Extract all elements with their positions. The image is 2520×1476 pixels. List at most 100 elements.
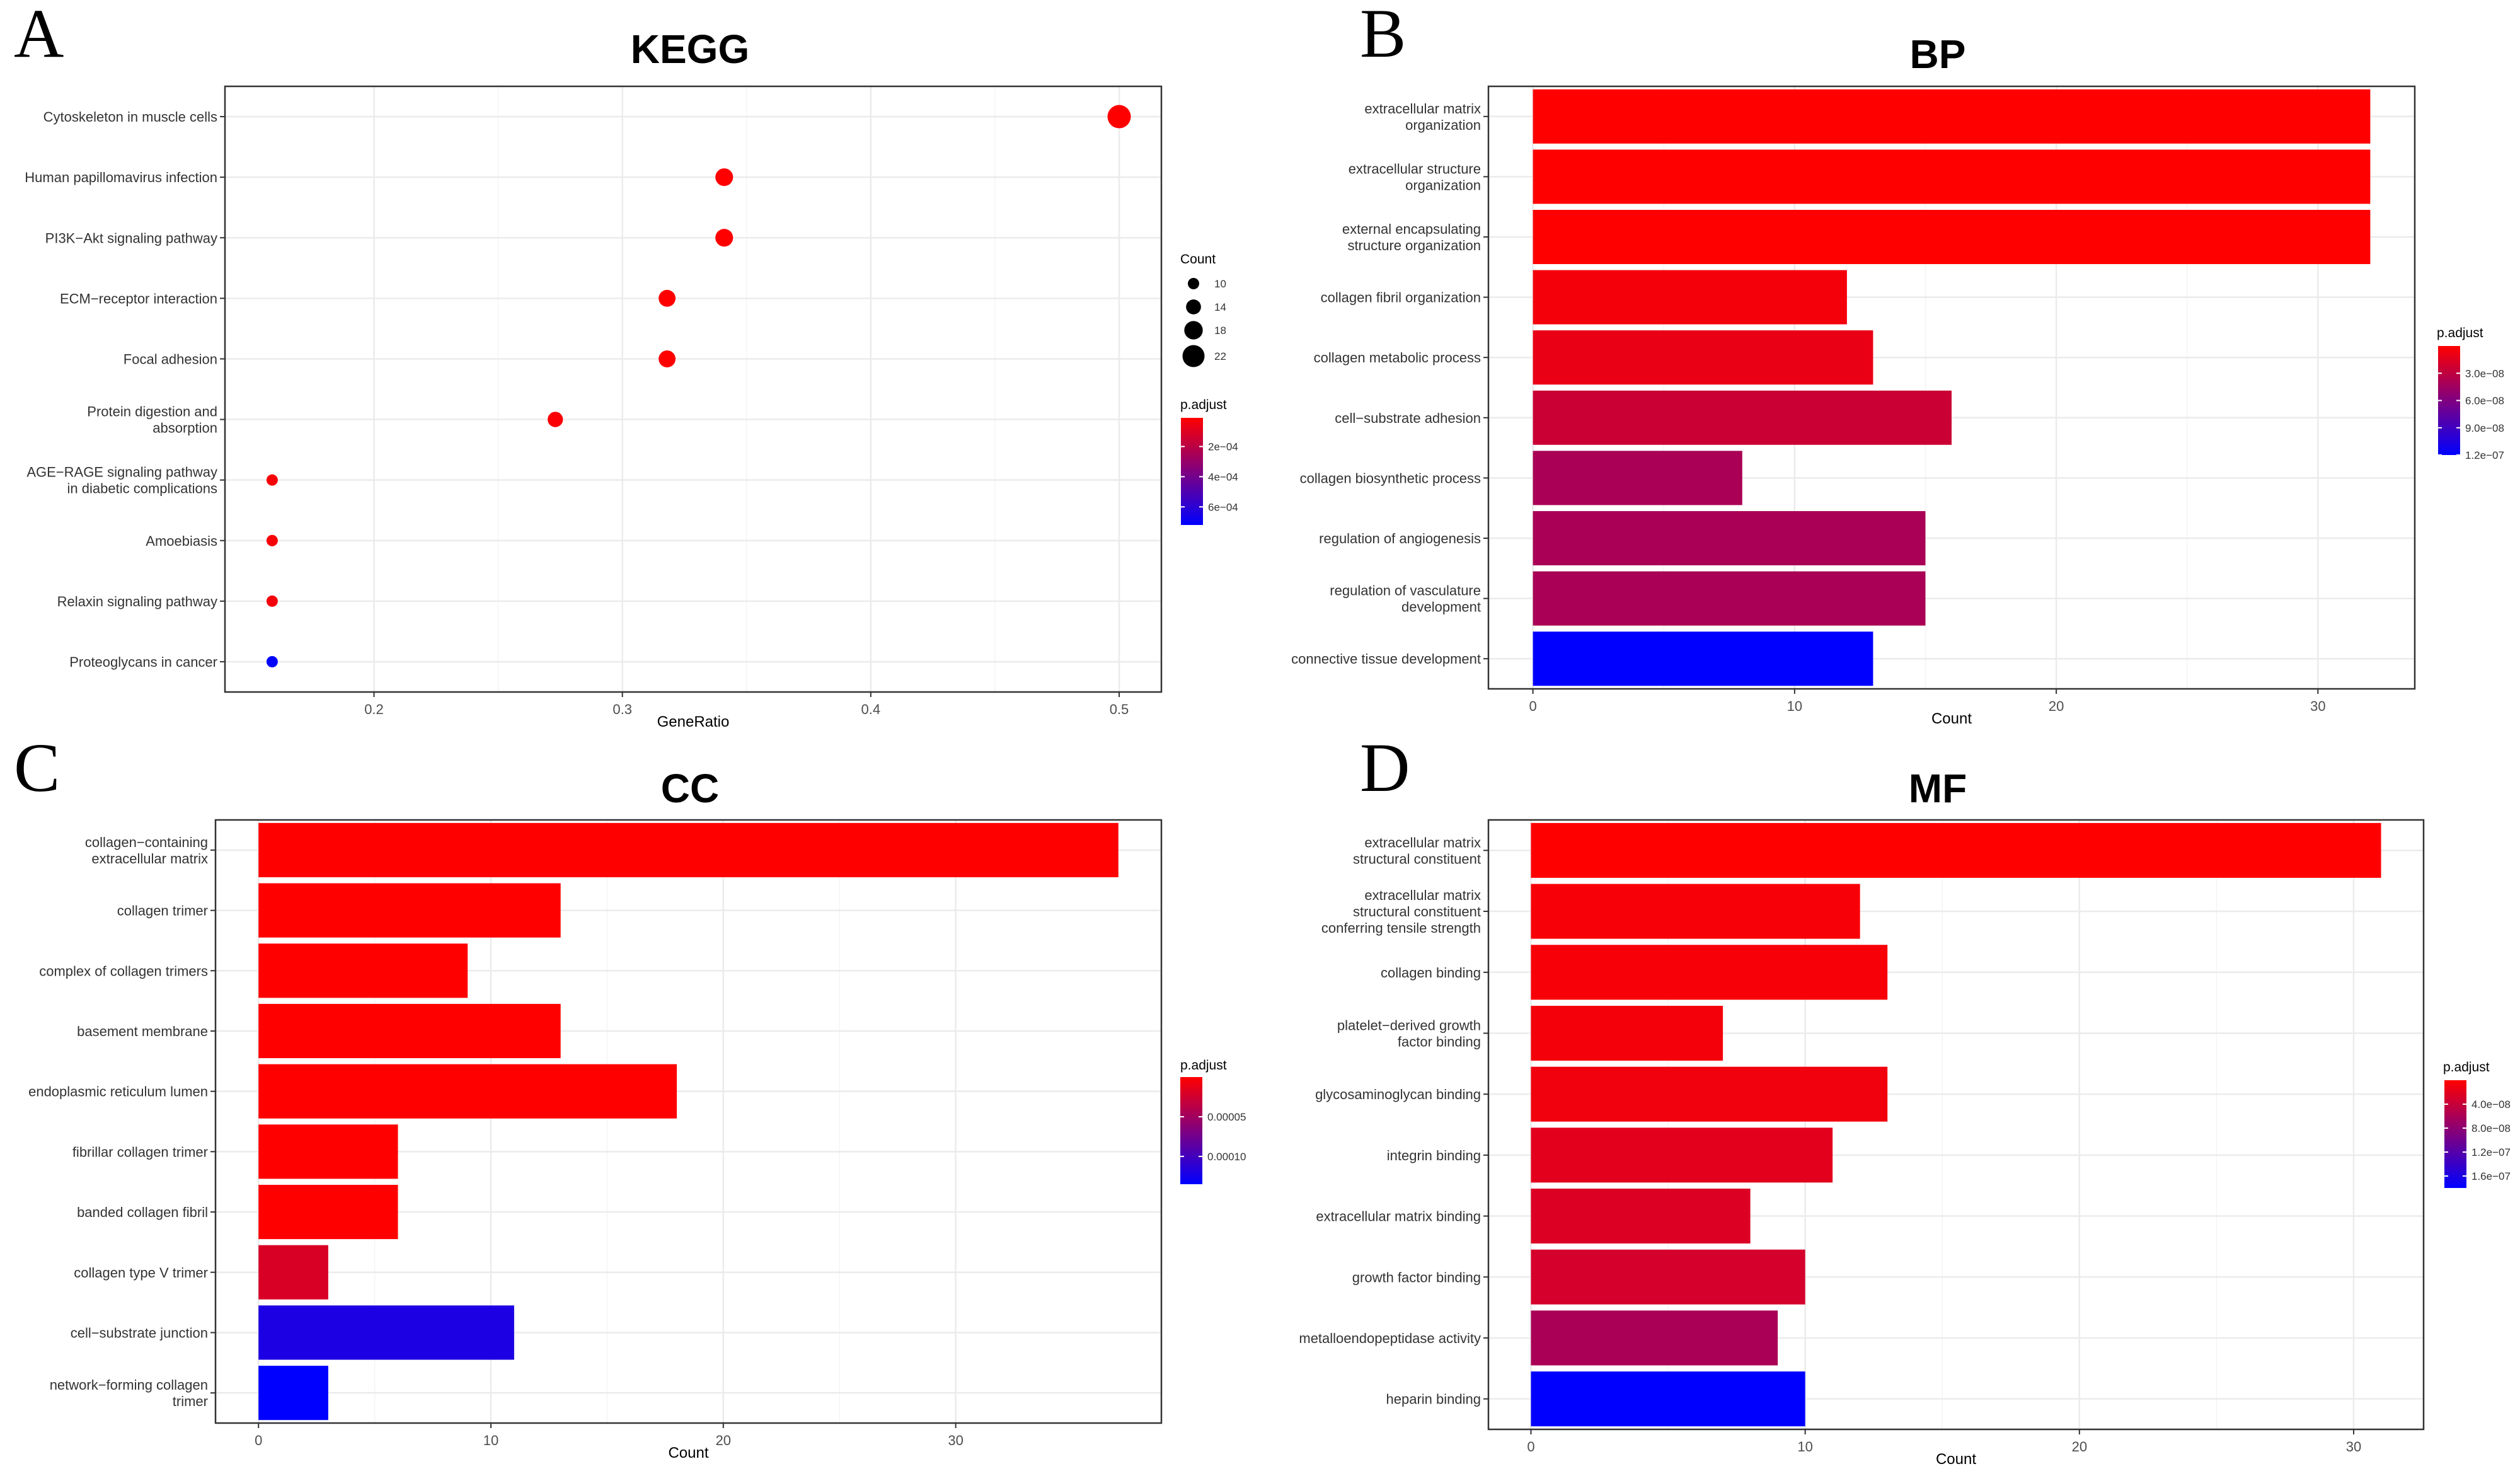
bar xyxy=(1531,1310,1778,1366)
x-tick-label: 20 xyxy=(716,1433,731,1448)
size-legend-dot xyxy=(1186,299,1201,314)
plot-frame xyxy=(224,85,1163,693)
bar xyxy=(258,1366,328,1421)
y-tick-label-line: structure organization xyxy=(1347,238,1481,253)
y-tick-label: network−forming collagen trimer xyxy=(50,1377,208,1409)
y-tick-label-line: metalloendopeptidase activity xyxy=(1299,1330,1481,1346)
bar xyxy=(258,1184,398,1240)
y-tick-label: Human papillomavirus infection xyxy=(25,170,217,185)
legend-title: Count xyxy=(1180,252,1216,267)
y-tick-label: basement membrane xyxy=(77,1023,208,1039)
y-tick-label-line: glycosaminoglycan binding xyxy=(1315,1087,1481,1102)
y-tick-label-line: growth factor binding xyxy=(1352,1269,1481,1285)
y-tick-label-line: complex of collagen trimers xyxy=(39,963,208,979)
panel-title: KEGG xyxy=(631,26,749,72)
y-tick-label: Protein digestion and absorption xyxy=(87,404,217,436)
x-tick-label: 30 xyxy=(2310,698,2325,714)
y-tick-label-line: extracellular structure xyxy=(1349,161,1481,176)
y-tick-label-line: in diabetic complications xyxy=(67,481,217,497)
size-legend-dot xyxy=(1182,345,1205,367)
panel-letter: B xyxy=(1360,0,1406,72)
y-tick-label: fibrillar collagen trimer xyxy=(72,1144,208,1160)
y-tick-label: extracellular matrix structural constitue… xyxy=(1353,834,1481,867)
y-tick-label-line: platelet−derived growth xyxy=(1337,1017,1481,1033)
bar xyxy=(258,883,561,938)
size-legend-dot xyxy=(1184,321,1203,340)
y-tick-label-line: Focal adhesion xyxy=(124,351,217,367)
bar xyxy=(1533,631,1873,686)
bar xyxy=(1533,571,1926,626)
x-tick-label: 30 xyxy=(2346,1439,2361,1455)
y-tick-label: integrin binding xyxy=(1387,1148,1481,1163)
bar xyxy=(1531,1189,1751,1244)
y-tick-label-line: conferring tensile strength xyxy=(1321,920,1481,936)
color-legend-label: 0.00005 xyxy=(1207,1111,1246,1123)
bar xyxy=(1531,1005,1723,1061)
data-point xyxy=(266,655,278,667)
color-legend-title: p.adjust xyxy=(1180,1058,1227,1073)
color-legend-label: 2e−04 xyxy=(1208,441,1238,453)
x-axis-title: GeneRatio xyxy=(657,713,730,730)
y-tick-label-line: cell−substrate junction xyxy=(71,1325,208,1341)
size-legend-label: 18 xyxy=(1214,325,1226,337)
color-legend-bar xyxy=(1181,418,1203,525)
y-tick-label-line: network−forming collagen xyxy=(50,1377,208,1393)
y-tick-label: Proteoglycans in cancer xyxy=(69,654,217,670)
color-legend-label: 3.0e−08 xyxy=(2465,367,2504,379)
y-tick-label-line: collagen trimer xyxy=(117,903,208,919)
panel-title: CC xyxy=(661,766,719,811)
panel-letter: D xyxy=(1360,729,1410,806)
color-legend-title: p.adjust xyxy=(2437,326,2483,340)
y-tick-label-line: factor binding xyxy=(1398,1034,1481,1049)
color-legend-bar xyxy=(1180,1077,1202,1184)
x-axis-title: Count xyxy=(1931,710,1972,727)
y-tick-label-line: absorption xyxy=(152,420,217,436)
panel-title: BP xyxy=(1910,32,1966,77)
bar xyxy=(1533,390,1952,445)
bar xyxy=(258,1124,398,1179)
color-legend-label: 6.0e−08 xyxy=(2465,395,2504,407)
x-tick-label: 0 xyxy=(1527,1439,1534,1455)
bar xyxy=(1531,884,1860,939)
x-axis-title: Count xyxy=(1936,1451,1976,1468)
y-tick-label: Amoebiasis xyxy=(146,533,217,549)
size-legend-label: 14 xyxy=(1214,301,1226,313)
y-tick-label: cell−substrate junction xyxy=(71,1325,208,1341)
color-legend-title: p.adjust xyxy=(1180,398,1227,412)
y-tick-label-line: Human papillomavirus infection xyxy=(25,170,217,185)
color-legend-label: 1.6e−07 xyxy=(2471,1170,2511,1182)
size-legend-dot xyxy=(1188,278,1199,289)
y-tick-label: complex of collagen trimers xyxy=(39,963,208,979)
panel-letter: A xyxy=(14,0,64,72)
y-tick-label: ECM−receptor interaction xyxy=(60,291,217,306)
y-tick-label: heparin binding xyxy=(1386,1392,1481,1407)
color-legend-label: 4.0e−08 xyxy=(2471,1098,2511,1110)
size-legend-label: 10 xyxy=(1214,278,1226,290)
x-tick-label: 10 xyxy=(1787,698,1802,714)
x-tick-label: 20 xyxy=(2072,1439,2087,1455)
y-tick-label: Relaxin signaling pathway xyxy=(57,594,217,609)
bar xyxy=(258,822,1119,877)
y-tick-label-line: external encapsulating xyxy=(1342,221,1481,237)
y-tick-label: extracellular structure organization xyxy=(1349,161,1481,193)
panel-b-bp-barplot: B BP extracellular matrix organization extra… xyxy=(1291,0,2504,727)
data-point xyxy=(266,595,278,607)
data-point xyxy=(266,474,278,486)
y-tick-label: extracellular matrix binding xyxy=(1316,1209,1481,1225)
panel-title: MF xyxy=(1909,766,1967,811)
bar xyxy=(1533,89,2371,144)
y-tick-label: connective tissue development xyxy=(1291,651,1481,667)
bar xyxy=(1533,510,1926,566)
bar xyxy=(1531,1371,1805,1427)
y-tick-label-line: organization xyxy=(1405,177,1481,193)
y-tick-label-line: development xyxy=(1401,599,1481,615)
y-tick-label: extracellular matrix structural constitue… xyxy=(1321,887,1481,936)
y-tick-label: extracellular matrix organization xyxy=(1364,101,1481,133)
y-tick-label-line: connective tissue development xyxy=(1291,651,1481,667)
panel-letter: C xyxy=(14,729,60,806)
y-tick-label-line: collagen fibril organization xyxy=(1321,290,1481,306)
bar xyxy=(1531,822,2381,878)
y-tick-label-line: extracellular matrix xyxy=(1364,887,1481,903)
x-tick-label: 0.4 xyxy=(861,701,881,717)
